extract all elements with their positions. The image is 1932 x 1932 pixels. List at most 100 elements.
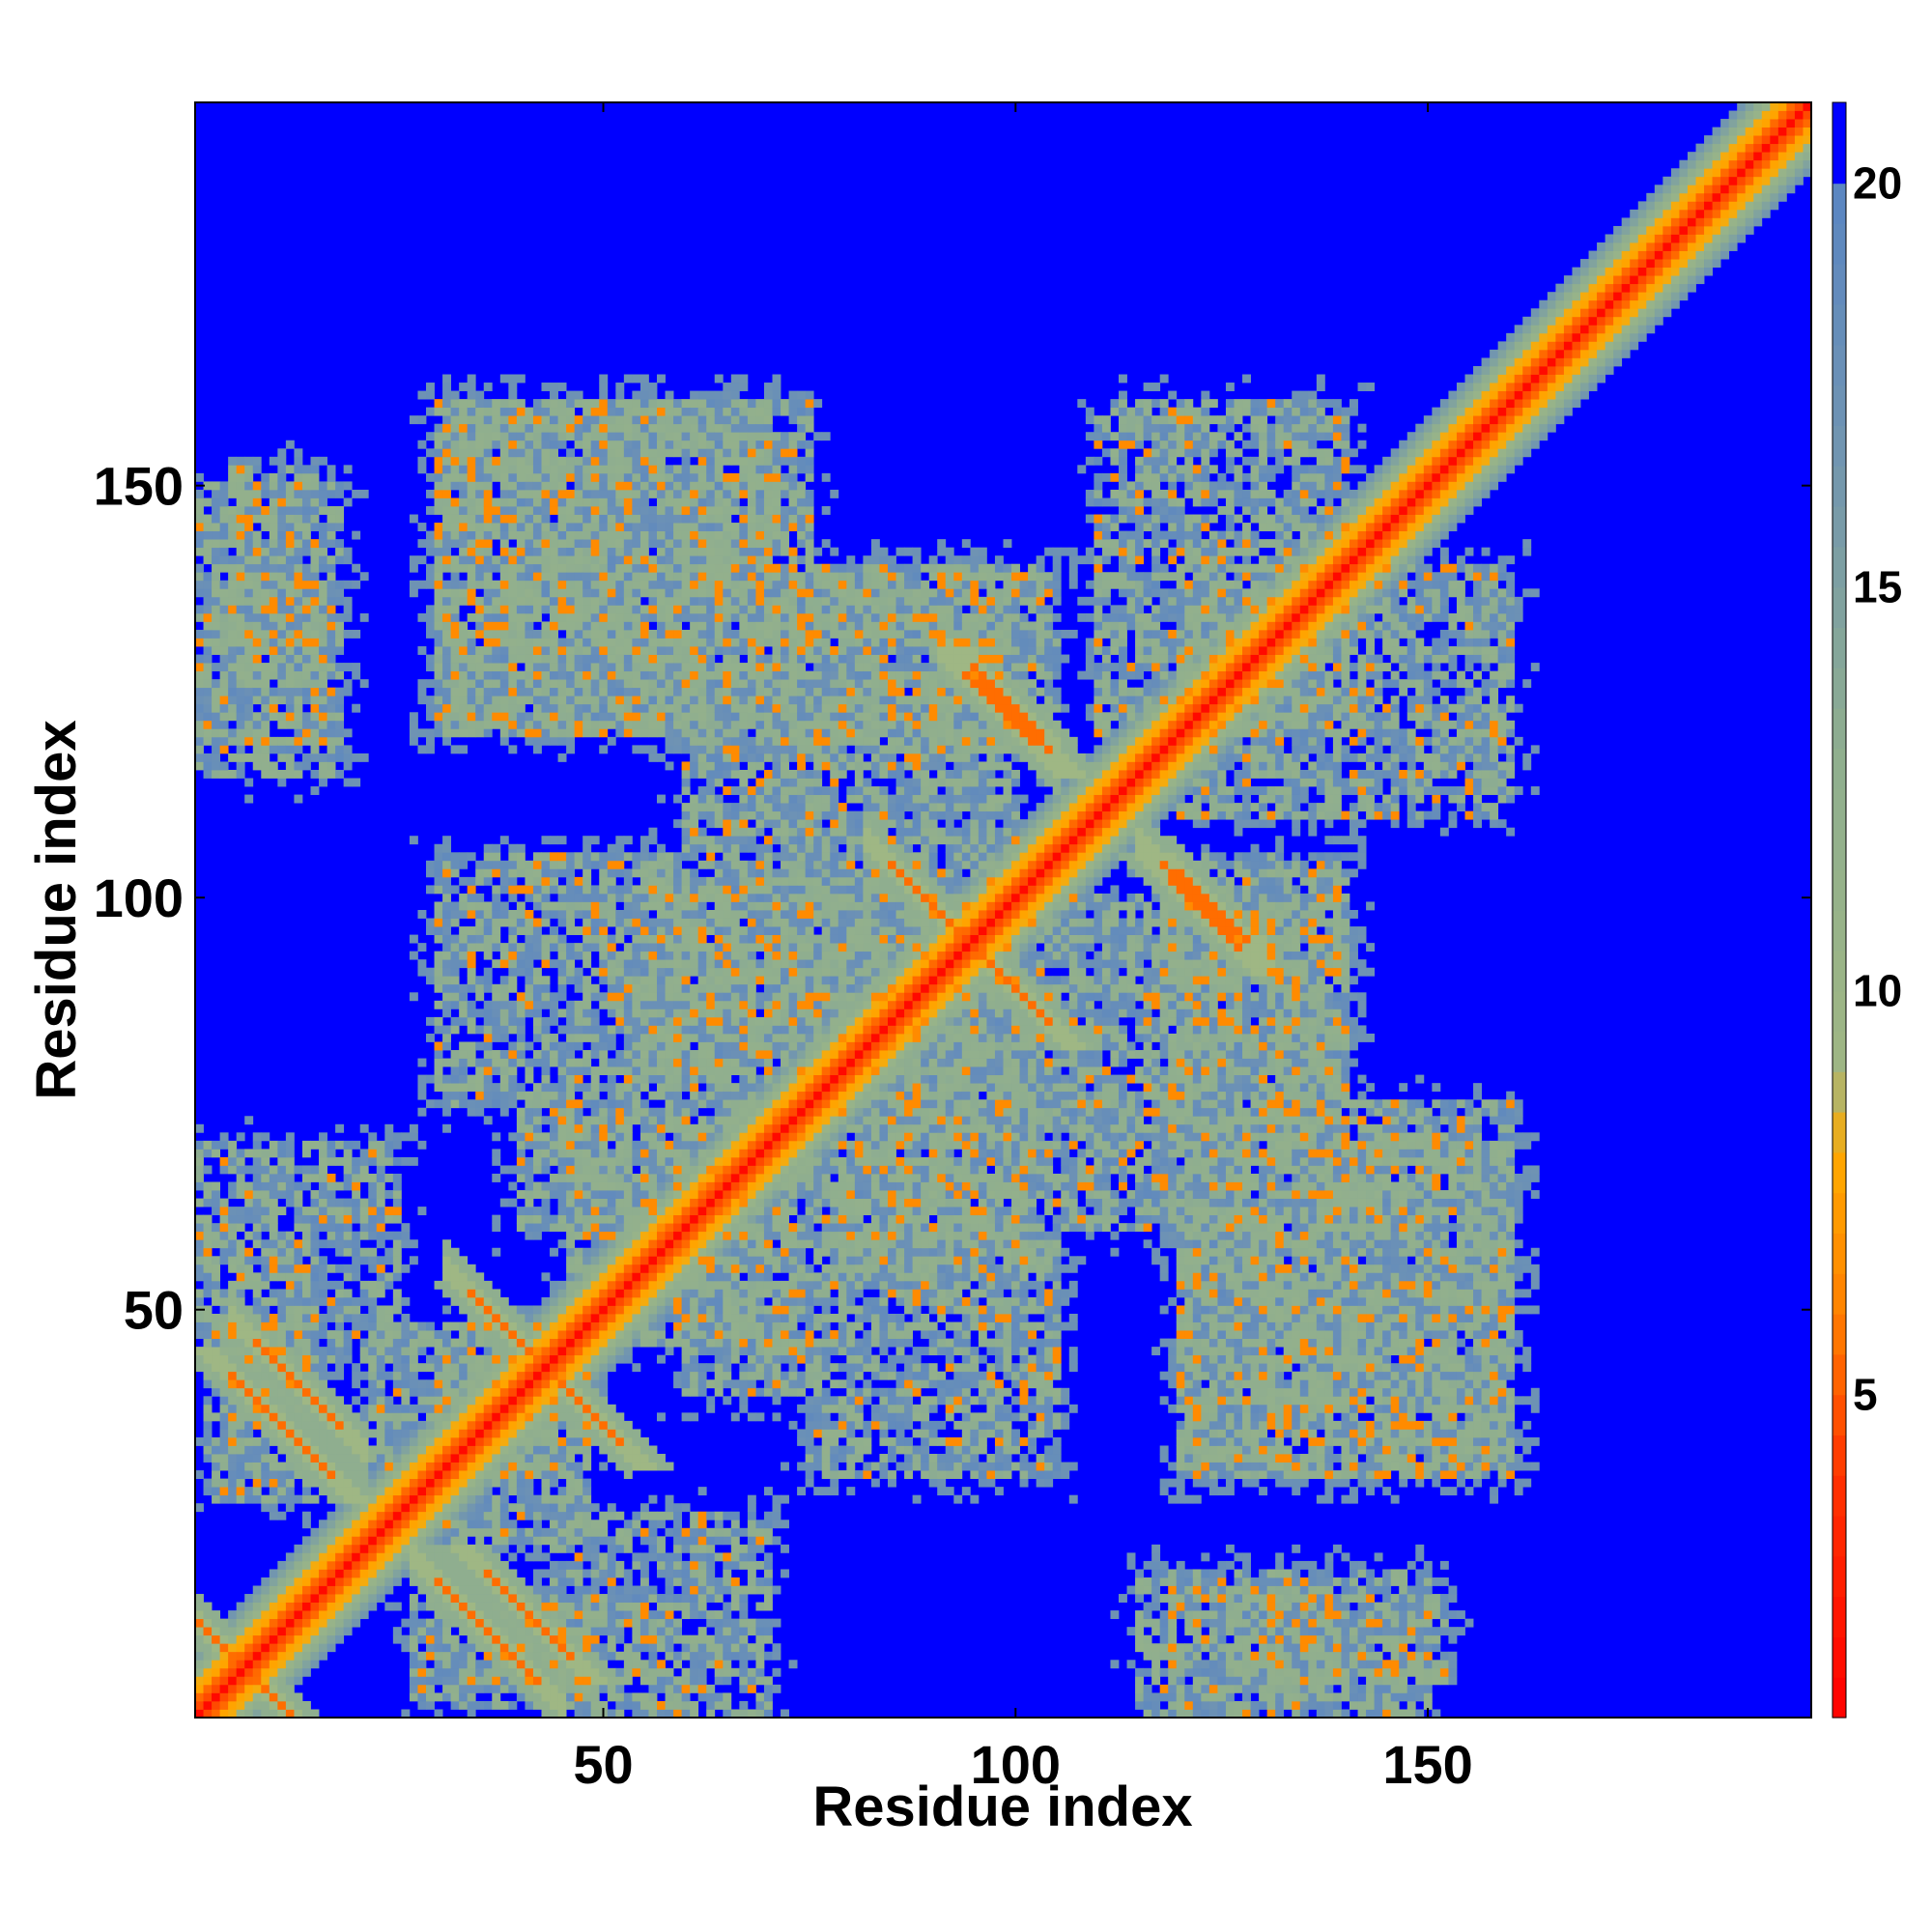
heatmap-cell [195, 1594, 204, 1603]
heatmap-cell [352, 1544, 361, 1553]
heatmap-cell [525, 472, 534, 482]
heatmap-cell [566, 959, 576, 969]
heatmap-cell [550, 1009, 558, 1018]
heatmap-cell [203, 663, 213, 672]
heatmap-cell [319, 1256, 327, 1265]
heatmap-cell [294, 687, 303, 696]
heatmap-cell [442, 1091, 452, 1100]
heatmap-cell [269, 612, 278, 622]
heatmap-cell [516, 1009, 526, 1018]
heatmap-cell [401, 1363, 411, 1373]
heatmap-cell [475, 703, 485, 713]
heatmap-cell [508, 1436, 518, 1446]
heatmap-cell [525, 1412, 534, 1422]
heatmap-cell [582, 638, 592, 647]
heatmap-cell [499, 943, 509, 952]
heatmap-cell [459, 852, 469, 862]
heatmap-cell [459, 523, 469, 531]
heatmap-cell [442, 983, 452, 993]
heatmap-cell [525, 687, 534, 696]
heatmap-cell [557, 1560, 567, 1570]
heatmap-cell [269, 1577, 278, 1586]
heatmap-cell [426, 860, 435, 869]
heatmap-cell [450, 728, 460, 738]
heatmap-cell [467, 951, 476, 960]
heatmap-cell [219, 1239, 229, 1249]
heatmap-cell [368, 1330, 378, 1339]
heatmap-cell [294, 580, 303, 589]
heatmap-cell [541, 1091, 551, 1100]
heatmap-cell [516, 572, 526, 582]
heatmap-cell [277, 1436, 287, 1446]
heatmap-cell [285, 1181, 295, 1191]
heatmap-cell [508, 1602, 518, 1611]
heatmap-cell [335, 663, 345, 672]
heatmap-cell [434, 1280, 443, 1290]
heatmap-cell [269, 638, 278, 647]
heatmap-cell [508, 506, 518, 515]
heatmap-cell [492, 1025, 501, 1035]
heatmap-cell [508, 390, 518, 400]
heatmap-cell [499, 876, 509, 886]
heatmap-cell [310, 489, 320, 498]
heatmap-cell [492, 910, 501, 919]
heatmap-cell [582, 983, 592, 993]
heatmap-cell [566, 1066, 576, 1076]
heatmap-cell [599, 1363, 609, 1373]
heatmap-cell [392, 1296, 402, 1306]
heatmap-cell [508, 1379, 518, 1389]
heatmap-cell [599, 1429, 609, 1438]
heatmap-cell [434, 1338, 443, 1348]
heatmap-cell [475, 1321, 485, 1331]
heatmap-cell [574, 629, 583, 639]
heatmap-cell [417, 1107, 427, 1117]
heatmap-cell [212, 663, 221, 672]
heatmap-cell [343, 1527, 353, 1537]
heatmap-cell [310, 712, 320, 722]
heatmap-cell [212, 523, 221, 531]
heatmap-cell [574, 1009, 583, 1018]
heatmap-cell [508, 1676, 518, 1686]
heatmap-cell [195, 1223, 204, 1233]
heatmap-cell [252, 1470, 262, 1480]
heatmap-cell [212, 1231, 221, 1240]
heatmap-cell [525, 654, 534, 664]
heatmap-cell [459, 646, 469, 655]
heatmap-cell [574, 679, 583, 689]
heatmap-cell [557, 910, 567, 919]
heatmap-cell [582, 1404, 592, 1413]
heatmap-cell [499, 1676, 509, 1686]
heatmap-cell [301, 1379, 311, 1389]
heatmap-cell [335, 1223, 345, 1233]
heatmap-cell [261, 547, 270, 556]
heatmap-cell [252, 687, 262, 696]
heatmap-cell [442, 621, 452, 631]
heatmap-cell [219, 1660, 229, 1669]
heatmap-cell [607, 1709, 616, 1719]
heatmap-cell [492, 1083, 501, 1093]
heatmap-cell [417, 967, 427, 977]
heatmap-cell [236, 1132, 245, 1142]
heatmap-cell [252, 720, 262, 729]
heatmap-cell [532, 1445, 542, 1455]
heatmap-cell [557, 1536, 567, 1546]
heatmap-cell [550, 1436, 558, 1446]
heatmap-cell [590, 596, 600, 606]
heatmap-cell [376, 1371, 385, 1380]
heatmap-cell [434, 1618, 443, 1628]
heatmap-cell [550, 1033, 558, 1042]
heatmap-cell [483, 472, 493, 482]
heatmap-cell [401, 1412, 411, 1422]
heatmap-cell [516, 1511, 526, 1520]
heatmap-cell [195, 728, 204, 738]
heatmap-cell [310, 1198, 320, 1208]
heatmap-cell [516, 860, 526, 869]
heatmap-cell [525, 885, 534, 895]
heatmap-cell [525, 868, 534, 878]
heatmap-cell [574, 523, 583, 531]
heatmap-cell [277, 663, 287, 672]
heatmap-cell [301, 1552, 311, 1562]
heatmap-cell [574, 456, 583, 466]
heatmap-cell [590, 1207, 600, 1216]
heatmap-cell [532, 415, 542, 425]
